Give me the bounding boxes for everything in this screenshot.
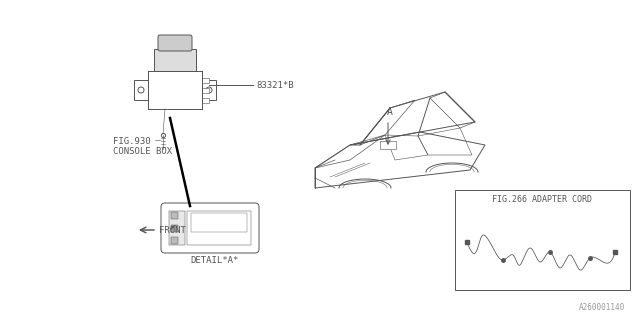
Text: A: A <box>387 107 393 117</box>
Text: DETAIL*A*: DETAIL*A* <box>191 256 239 265</box>
Bar <box>171 212 178 219</box>
Bar <box>202 98 209 102</box>
FancyBboxPatch shape <box>161 203 259 253</box>
Bar <box>134 80 148 100</box>
Bar <box>171 225 178 231</box>
Text: FRONT: FRONT <box>159 226 186 235</box>
Bar <box>191 213 247 232</box>
Text: 83321*B: 83321*B <box>256 81 294 90</box>
Bar <box>455 190 630 290</box>
Bar <box>202 80 216 100</box>
Bar <box>154 49 196 71</box>
Bar <box>171 237 178 244</box>
Bar <box>187 211 251 245</box>
Bar <box>169 211 185 245</box>
Text: FIG.266 ADAPTER CORD: FIG.266 ADAPTER CORD <box>493 195 593 204</box>
Text: FIG.930
CONSOLE BOX: FIG.930 CONSOLE BOX <box>113 137 172 156</box>
Text: A260001140: A260001140 <box>579 303 625 312</box>
FancyBboxPatch shape <box>158 35 192 51</box>
Bar <box>202 77 209 83</box>
Bar <box>202 87 209 92</box>
Bar <box>148 71 202 109</box>
Bar <box>380 141 396 149</box>
